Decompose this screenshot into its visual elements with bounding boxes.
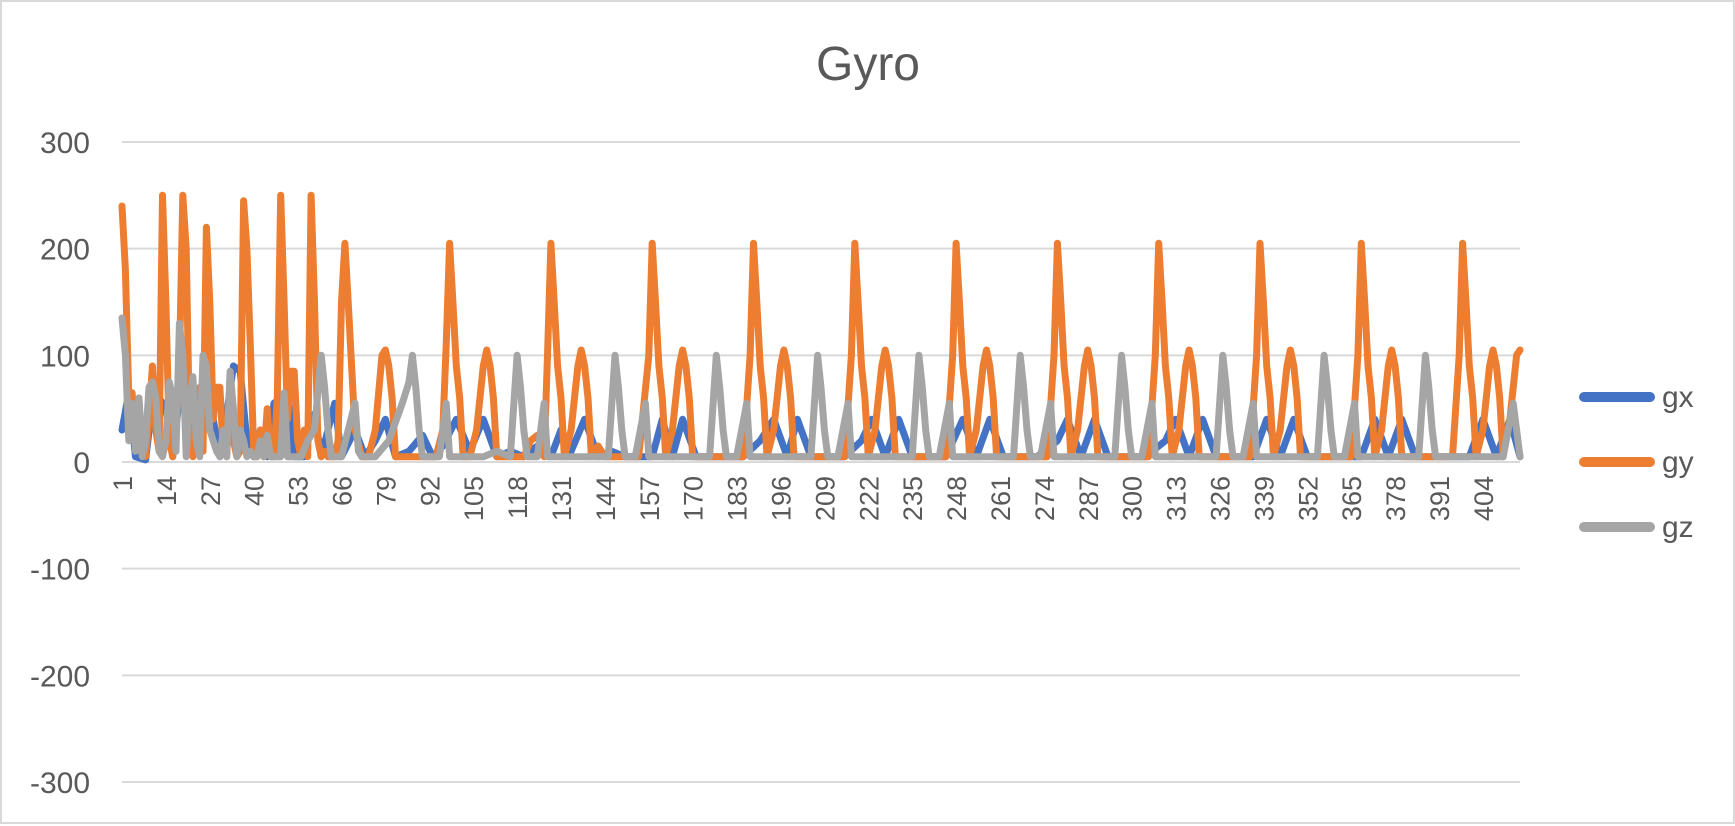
y-axis-tick-labels: 300 200 100 0 -100 -200 -300: [30, 127, 90, 800]
legend-label-gy: gy: [1662, 446, 1694, 479]
x-tick-label: 105: [459, 476, 489, 521]
x-tick-label: 196: [766, 476, 796, 521]
y-tick-label: -100: [30, 554, 90, 587]
legend-label-gx: gx: [1662, 381, 1694, 414]
x-tick-label: 300: [1118, 476, 1148, 521]
x-tick-label: 352: [1293, 476, 1323, 521]
x-tick-label: 274: [1030, 476, 1060, 521]
x-tick-label: 27: [196, 476, 226, 506]
x-tick-label: 92: [415, 476, 445, 506]
series-lines: [118, 191, 1524, 464]
y-tick-label: -300: [30, 767, 90, 800]
x-tick-label: 248: [942, 476, 972, 521]
x-tick-label: 131: [547, 476, 577, 521]
x-tick-label: 378: [1381, 476, 1411, 521]
x-tick-label: 40: [240, 476, 270, 506]
x-axis-tick-labels: 1 14 27 40 53 66 79 92 105 118 131 144 157 170 183 196 2…: [108, 476, 1499, 521]
series-line-gz: [118, 314, 1524, 461]
x-tick-label: 313: [1162, 476, 1192, 521]
x-tick-label: 287: [1074, 476, 1104, 521]
x-tick-label: 365: [1337, 476, 1367, 521]
gridlines: [122, 141, 1520, 783]
x-tick-label: 261: [986, 476, 1016, 521]
x-tick-label: 170: [679, 476, 709, 521]
legend: gx gy gz: [1579, 381, 1694, 544]
x-tick-label: 144: [591, 476, 621, 521]
x-tick-label: 404: [1469, 476, 1499, 521]
y-tick-label: -200: [30, 660, 90, 693]
x-tick-label: 14: [152, 476, 182, 506]
y-tick-label: 100: [40, 340, 90, 373]
x-tick-label: 79: [371, 476, 401, 506]
chart-title: Gyro: [816, 38, 920, 91]
x-tick-label: 157: [635, 476, 665, 521]
legend-label-gz: gz: [1662, 511, 1694, 544]
x-tick-label: 1: [108, 476, 138, 491]
x-tick-label: 222: [854, 476, 884, 521]
x-tick-label: 118: [503, 476, 533, 519]
x-tick-label: 391: [1425, 476, 1455, 521]
x-tick-label: 235: [898, 476, 928, 521]
x-tick-label: 183: [723, 476, 753, 521]
x-tick-label: 339: [1249, 476, 1279, 521]
x-tick-label: 209: [810, 476, 840, 521]
y-tick-label: 300: [40, 127, 90, 160]
y-tick-label: 0: [73, 447, 90, 480]
x-tick-label: 66: [327, 476, 357, 506]
x-tick-label: 326: [1205, 476, 1235, 521]
y-tick-label: 200: [40, 234, 90, 267]
x-tick-label: 53: [284, 476, 314, 506]
